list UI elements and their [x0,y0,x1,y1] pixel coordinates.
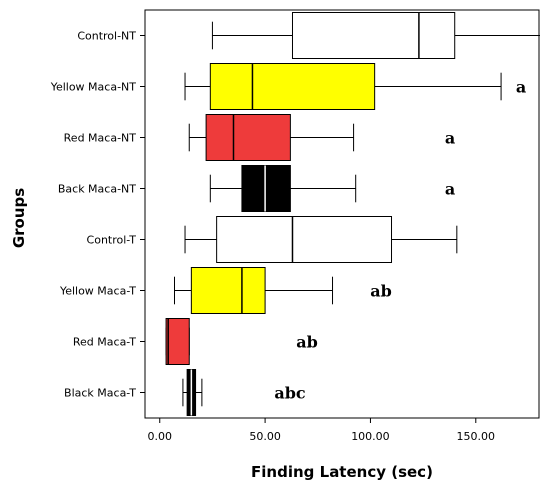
category-label: Yellow Maca-T [59,285,136,298]
y-axis-title: Groups [10,188,28,248]
x-tick-label: 150.00 [457,430,496,443]
significance-label: a [445,129,455,148]
significance-label: ab [370,282,392,301]
x-tick-label: 0.00 [147,430,172,443]
box-iqr [291,12,456,59]
box-iqr [241,165,291,212]
significance-label: ab [296,333,318,352]
box-iqr [216,216,393,263]
x-axis-title: Finding Latency (sec) [251,463,433,481]
category-label: Control-T [87,234,137,247]
box-iqr [190,267,266,314]
significance-label: a [445,180,455,199]
x-tick-label: 50.00 [249,430,281,443]
significance-label: abc [274,384,306,403]
plot-area: 0.00 50.00 100.00 150.00 Control-NT Yellow Ma… [50,9,540,443]
x-tick-label: 100.00 [351,430,390,443]
category-label: Red Maca-T [73,336,136,349]
category-label: Yellow Maca-NT [50,81,137,94]
box-iqr [165,318,190,365]
category-label: Red Maca-NT [64,132,137,145]
category-label: Control-NT [77,30,136,43]
box-iqr [209,63,376,110]
category-label: Black Maca-T [64,387,136,400]
category-label: Back Maca-NT [58,183,136,196]
box-iqr [205,114,291,161]
significance-label: a [516,78,526,97]
plot-frame [144,9,540,419]
